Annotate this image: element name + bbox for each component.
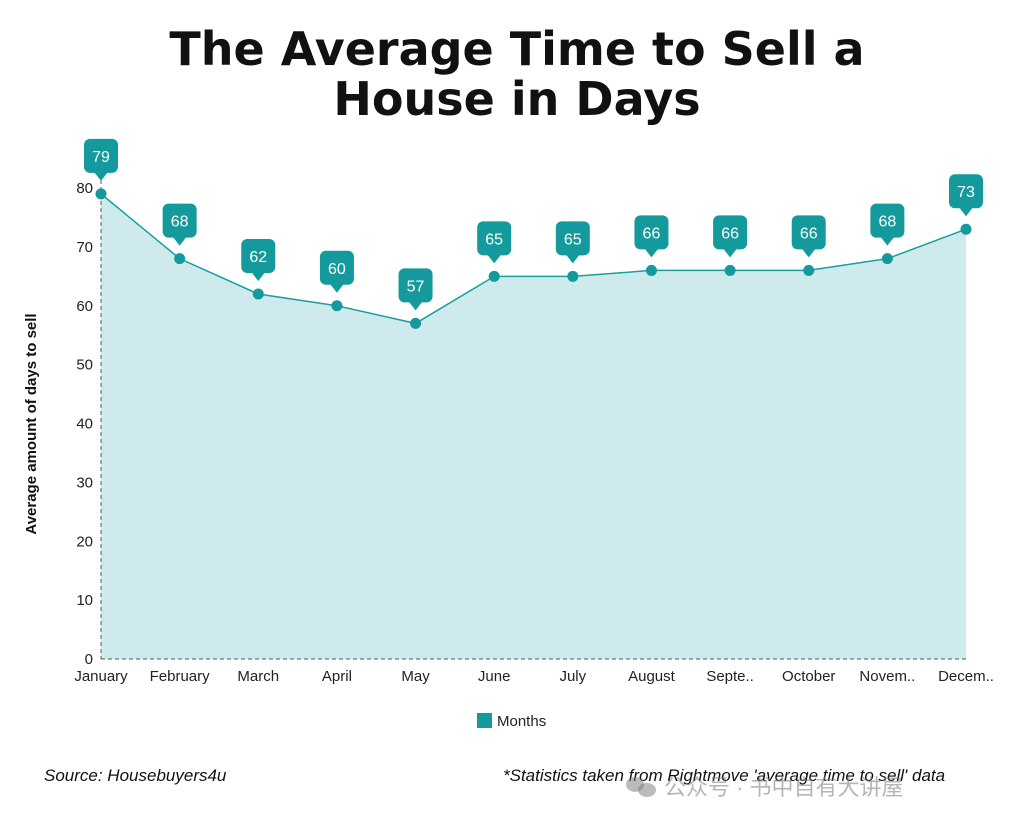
data-label: 65 xyxy=(477,221,512,264)
data-label: 66 xyxy=(713,215,748,258)
x-tick-label: March xyxy=(237,668,279,685)
x-tick-label: June xyxy=(478,668,511,685)
watermark: 公众号 · 书中自有大讲屋 xyxy=(626,770,904,802)
data-point xyxy=(803,264,815,276)
data-label-box xyxy=(162,203,197,238)
data-label-box xyxy=(555,221,590,256)
data-label-pointer xyxy=(329,283,344,293)
title-line-2: House in Days xyxy=(333,72,701,126)
x-tick-label: August xyxy=(628,668,676,685)
y-tick-label: 60 xyxy=(76,298,93,315)
x-tick-label: February xyxy=(150,668,211,685)
data-label: 68 xyxy=(162,203,197,246)
x-tick-label: January xyxy=(74,668,128,685)
data-label-text: 68 xyxy=(878,214,896,231)
data-label-text: 66 xyxy=(721,225,739,242)
data-label-text: 60 xyxy=(328,261,346,278)
data-label-pointer xyxy=(408,301,423,311)
chart-title: The Average Time to Sell a House in Days xyxy=(0,24,1024,124)
data-label-box xyxy=(477,221,512,256)
x-tick-label: July xyxy=(559,668,586,685)
data-label-text: 65 xyxy=(485,231,503,248)
x-tick-label: October xyxy=(782,668,835,685)
data-label-pointer xyxy=(723,248,738,258)
y-tick-label: 40 xyxy=(76,416,93,433)
data-label-pointer xyxy=(94,171,108,181)
data-label: 66 xyxy=(634,215,669,258)
y-tick-label: 70 xyxy=(76,239,93,256)
note-text: *Statistics taken from Rightmove 'averag… xyxy=(503,766,946,785)
data-label-text: 66 xyxy=(800,225,818,242)
y-tick-label: 50 xyxy=(76,357,93,374)
data-label-text: 57 xyxy=(407,278,425,295)
source-text: Source: Housebuyers4u xyxy=(44,766,227,785)
y-tick-label: 20 xyxy=(76,533,93,550)
data-label-pointer xyxy=(251,271,266,281)
data-label-pointer xyxy=(644,248,659,258)
legend-swatch xyxy=(477,713,492,728)
x-tick-label: April xyxy=(322,668,352,685)
data-label-box xyxy=(713,215,748,250)
data-point xyxy=(410,317,422,329)
title-line-1: The Average Time to Sell a xyxy=(169,22,865,76)
x-tick-label: Septe.. xyxy=(706,668,754,685)
data-point xyxy=(881,253,893,265)
wechat-icon xyxy=(626,775,658,797)
data-label: 68 xyxy=(870,203,905,246)
data-label-text: 79 xyxy=(92,149,110,166)
data-label-text: 73 xyxy=(957,184,975,201)
series-line xyxy=(100,193,967,325)
data-label-box xyxy=(634,215,669,250)
data-label-box xyxy=(241,238,276,273)
y-tick-label: 10 xyxy=(76,592,93,609)
y-tick-label: 80 xyxy=(76,180,93,197)
data-point xyxy=(174,253,186,265)
data-point xyxy=(645,264,657,276)
data-label-box xyxy=(319,250,354,285)
x-tick-label: May xyxy=(401,668,430,685)
data-label: 62 xyxy=(241,238,276,281)
x-tick-label: Novem.. xyxy=(859,668,915,685)
data-label-box xyxy=(949,174,983,209)
data-label: 65 xyxy=(555,221,590,264)
data-label-box xyxy=(398,268,433,303)
data-point xyxy=(960,223,972,235)
legend: Months xyxy=(477,713,546,730)
data-label-box xyxy=(870,203,905,238)
data-point xyxy=(252,288,264,300)
data-label-pointer xyxy=(801,248,816,258)
y-axis-label: Average amount of days to sell xyxy=(23,313,40,534)
data-label-text: 66 xyxy=(643,225,661,242)
data-label: 60 xyxy=(319,250,354,293)
data-label-pointer xyxy=(487,254,502,264)
data-label-text: 65 xyxy=(564,231,582,248)
data-label-box xyxy=(84,138,118,173)
legend-label: Months xyxy=(497,713,546,730)
y-tick-label: 0 xyxy=(85,651,93,668)
data-label-text: 68 xyxy=(171,214,189,231)
data-label-box xyxy=(791,215,826,250)
data-point xyxy=(567,270,579,282)
data-label: 79 xyxy=(84,138,118,181)
y-tick-label: 30 xyxy=(76,474,93,491)
data-point xyxy=(95,188,107,200)
data-label-pointer xyxy=(565,254,580,264)
data-point xyxy=(331,300,343,312)
data-label-pointer xyxy=(880,236,895,246)
data-label-text: 62 xyxy=(249,249,267,266)
data-label: 57 xyxy=(398,268,433,311)
data-point xyxy=(724,264,736,276)
data-label: 66 xyxy=(791,215,826,258)
data-label-pointer xyxy=(959,207,973,217)
data-label-pointer xyxy=(172,236,187,246)
area-fill xyxy=(101,193,966,659)
data-point xyxy=(488,270,500,282)
data-label: 73 xyxy=(949,174,983,217)
x-tick-label: Decem.. xyxy=(938,668,994,685)
watermark-text: 公众号 · 书中自有大讲屋 xyxy=(664,775,904,800)
